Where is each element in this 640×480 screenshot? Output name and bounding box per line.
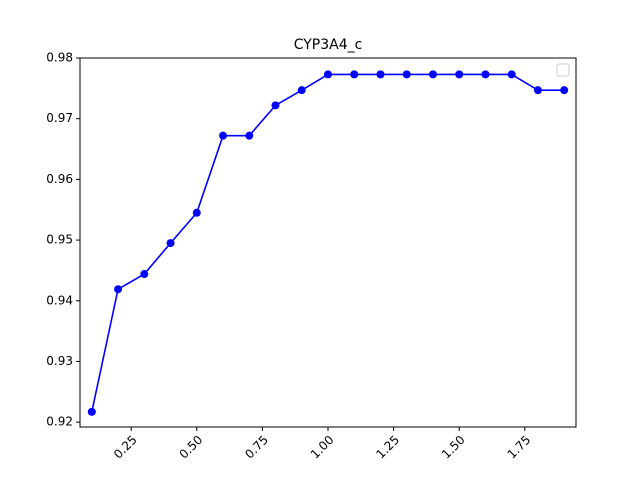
data-point bbox=[455, 70, 464, 79]
data-point bbox=[140, 270, 149, 279]
y-tick-label: 0.96 bbox=[46, 172, 73, 186]
legend-box bbox=[556, 63, 570, 77]
y-tick-label: 0.98 bbox=[46, 51, 73, 65]
y-tick-label: 0.97 bbox=[46, 111, 73, 125]
y-tick-label: 0.95 bbox=[46, 233, 73, 247]
y-tick-label: 0.93 bbox=[46, 354, 73, 368]
data-point bbox=[560, 86, 569, 95]
data-point bbox=[245, 131, 254, 140]
data-point bbox=[297, 86, 306, 95]
data-point bbox=[324, 70, 332, 79]
axes-frame bbox=[79, 57, 577, 428]
data-point bbox=[87, 407, 96, 416]
data-point bbox=[481, 70, 490, 79]
data-point bbox=[271, 101, 280, 110]
data-point bbox=[428, 70, 437, 79]
y-tick-label: 0.92 bbox=[46, 415, 73, 429]
data-point bbox=[192, 208, 201, 217]
data-point bbox=[166, 239, 175, 248]
chart-title: CYP3A4_c bbox=[294, 37, 363, 53]
data-point bbox=[376, 70, 385, 79]
data-point bbox=[114, 285, 123, 294]
data-point bbox=[507, 70, 516, 79]
data-point bbox=[219, 131, 228, 140]
y-tick-label: 0.94 bbox=[46, 293, 73, 307]
data-point bbox=[402, 70, 411, 79]
data-point bbox=[350, 70, 359, 79]
data-point bbox=[533, 86, 542, 95]
